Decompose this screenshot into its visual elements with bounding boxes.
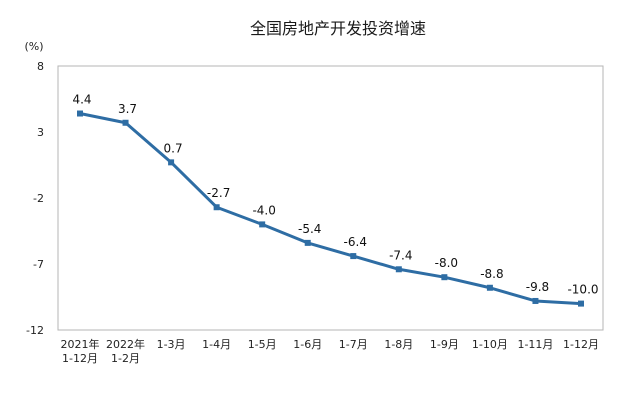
watermark-text: 房产新谈 — [560, 371, 616, 387]
watermark-icon — [540, 370, 556, 386]
data-label: -10.0 — [567, 283, 598, 297]
series-line — [78, 112, 583, 306]
data-point — [122, 119, 129, 126]
y-tick-label: 8 — [37, 60, 44, 73]
data-point — [532, 297, 539, 304]
series-layer: 4.4 3.7 0.7 -2.7 -4.0 -5.4 -6.4 -7.4 -8.0 -8.8 -9.… — [72, 93, 599, 307]
x-tick-label: 1-7月 — [339, 338, 368, 351]
x-tick-label: 1-6月 — [293, 338, 322, 351]
y-unit-label: (%) — [24, 40, 43, 53]
data-label: 3.7 — [118, 102, 137, 116]
data-point — [441, 274, 448, 281]
data-point — [304, 239, 311, 246]
data-point — [578, 300, 584, 307]
x-tick-label: 1-3月 — [157, 338, 186, 351]
x-tick-label: 1-5月 — [248, 338, 277, 351]
data-label: -5.4 — [298, 222, 321, 236]
x-tick-label: 1-11月 — [517, 338, 553, 351]
data-label: -2.7 — [207, 186, 230, 200]
data-label: -8.8 — [480, 267, 503, 281]
data-point — [395, 266, 402, 273]
x-tick-label: 1-4月 — [202, 338, 231, 351]
y-tick-label: -2 — [33, 192, 44, 205]
plot-frame — [57, 65, 604, 331]
x-tick-label: 1-12月 — [563, 338, 599, 351]
x-tick-label: 2021年 1-12月 — [61, 337, 100, 365]
data-label: -4.0 — [252, 203, 275, 217]
chart-title: 全国房地产开发投资增速 — [250, 19, 426, 38]
y-tick-label: -12 — [26, 324, 44, 337]
data-label: -9.8 — [526, 280, 549, 294]
x-tick-label: 1-10月 — [472, 338, 508, 351]
data-point — [77, 110, 83, 117]
data-point — [168, 159, 175, 166]
x-tick-label: 1-8月 — [384, 338, 413, 351]
data-point — [350, 253, 357, 260]
y-axis-ticks: 8 3 -2 -7 -12 — [26, 60, 44, 337]
watermark: 房产新谈 — [540, 370, 616, 387]
data-label: -7.4 — [389, 248, 412, 262]
data-label: 4.4 — [72, 93, 91, 107]
x-tick-label: 1-9月 — [430, 338, 459, 351]
data-label: -6.4 — [344, 235, 367, 249]
x-tick-label: 2022年 1-2月 — [106, 337, 145, 365]
data-point — [486, 284, 493, 291]
data-point — [259, 221, 266, 228]
data-label: -8.0 — [435, 256, 458, 270]
y-tick-label: -7 — [33, 258, 44, 271]
data-label: 0.7 — [164, 141, 183, 155]
data-point — [213, 204, 220, 211]
y-tick-label: 3 — [37, 126, 44, 139]
